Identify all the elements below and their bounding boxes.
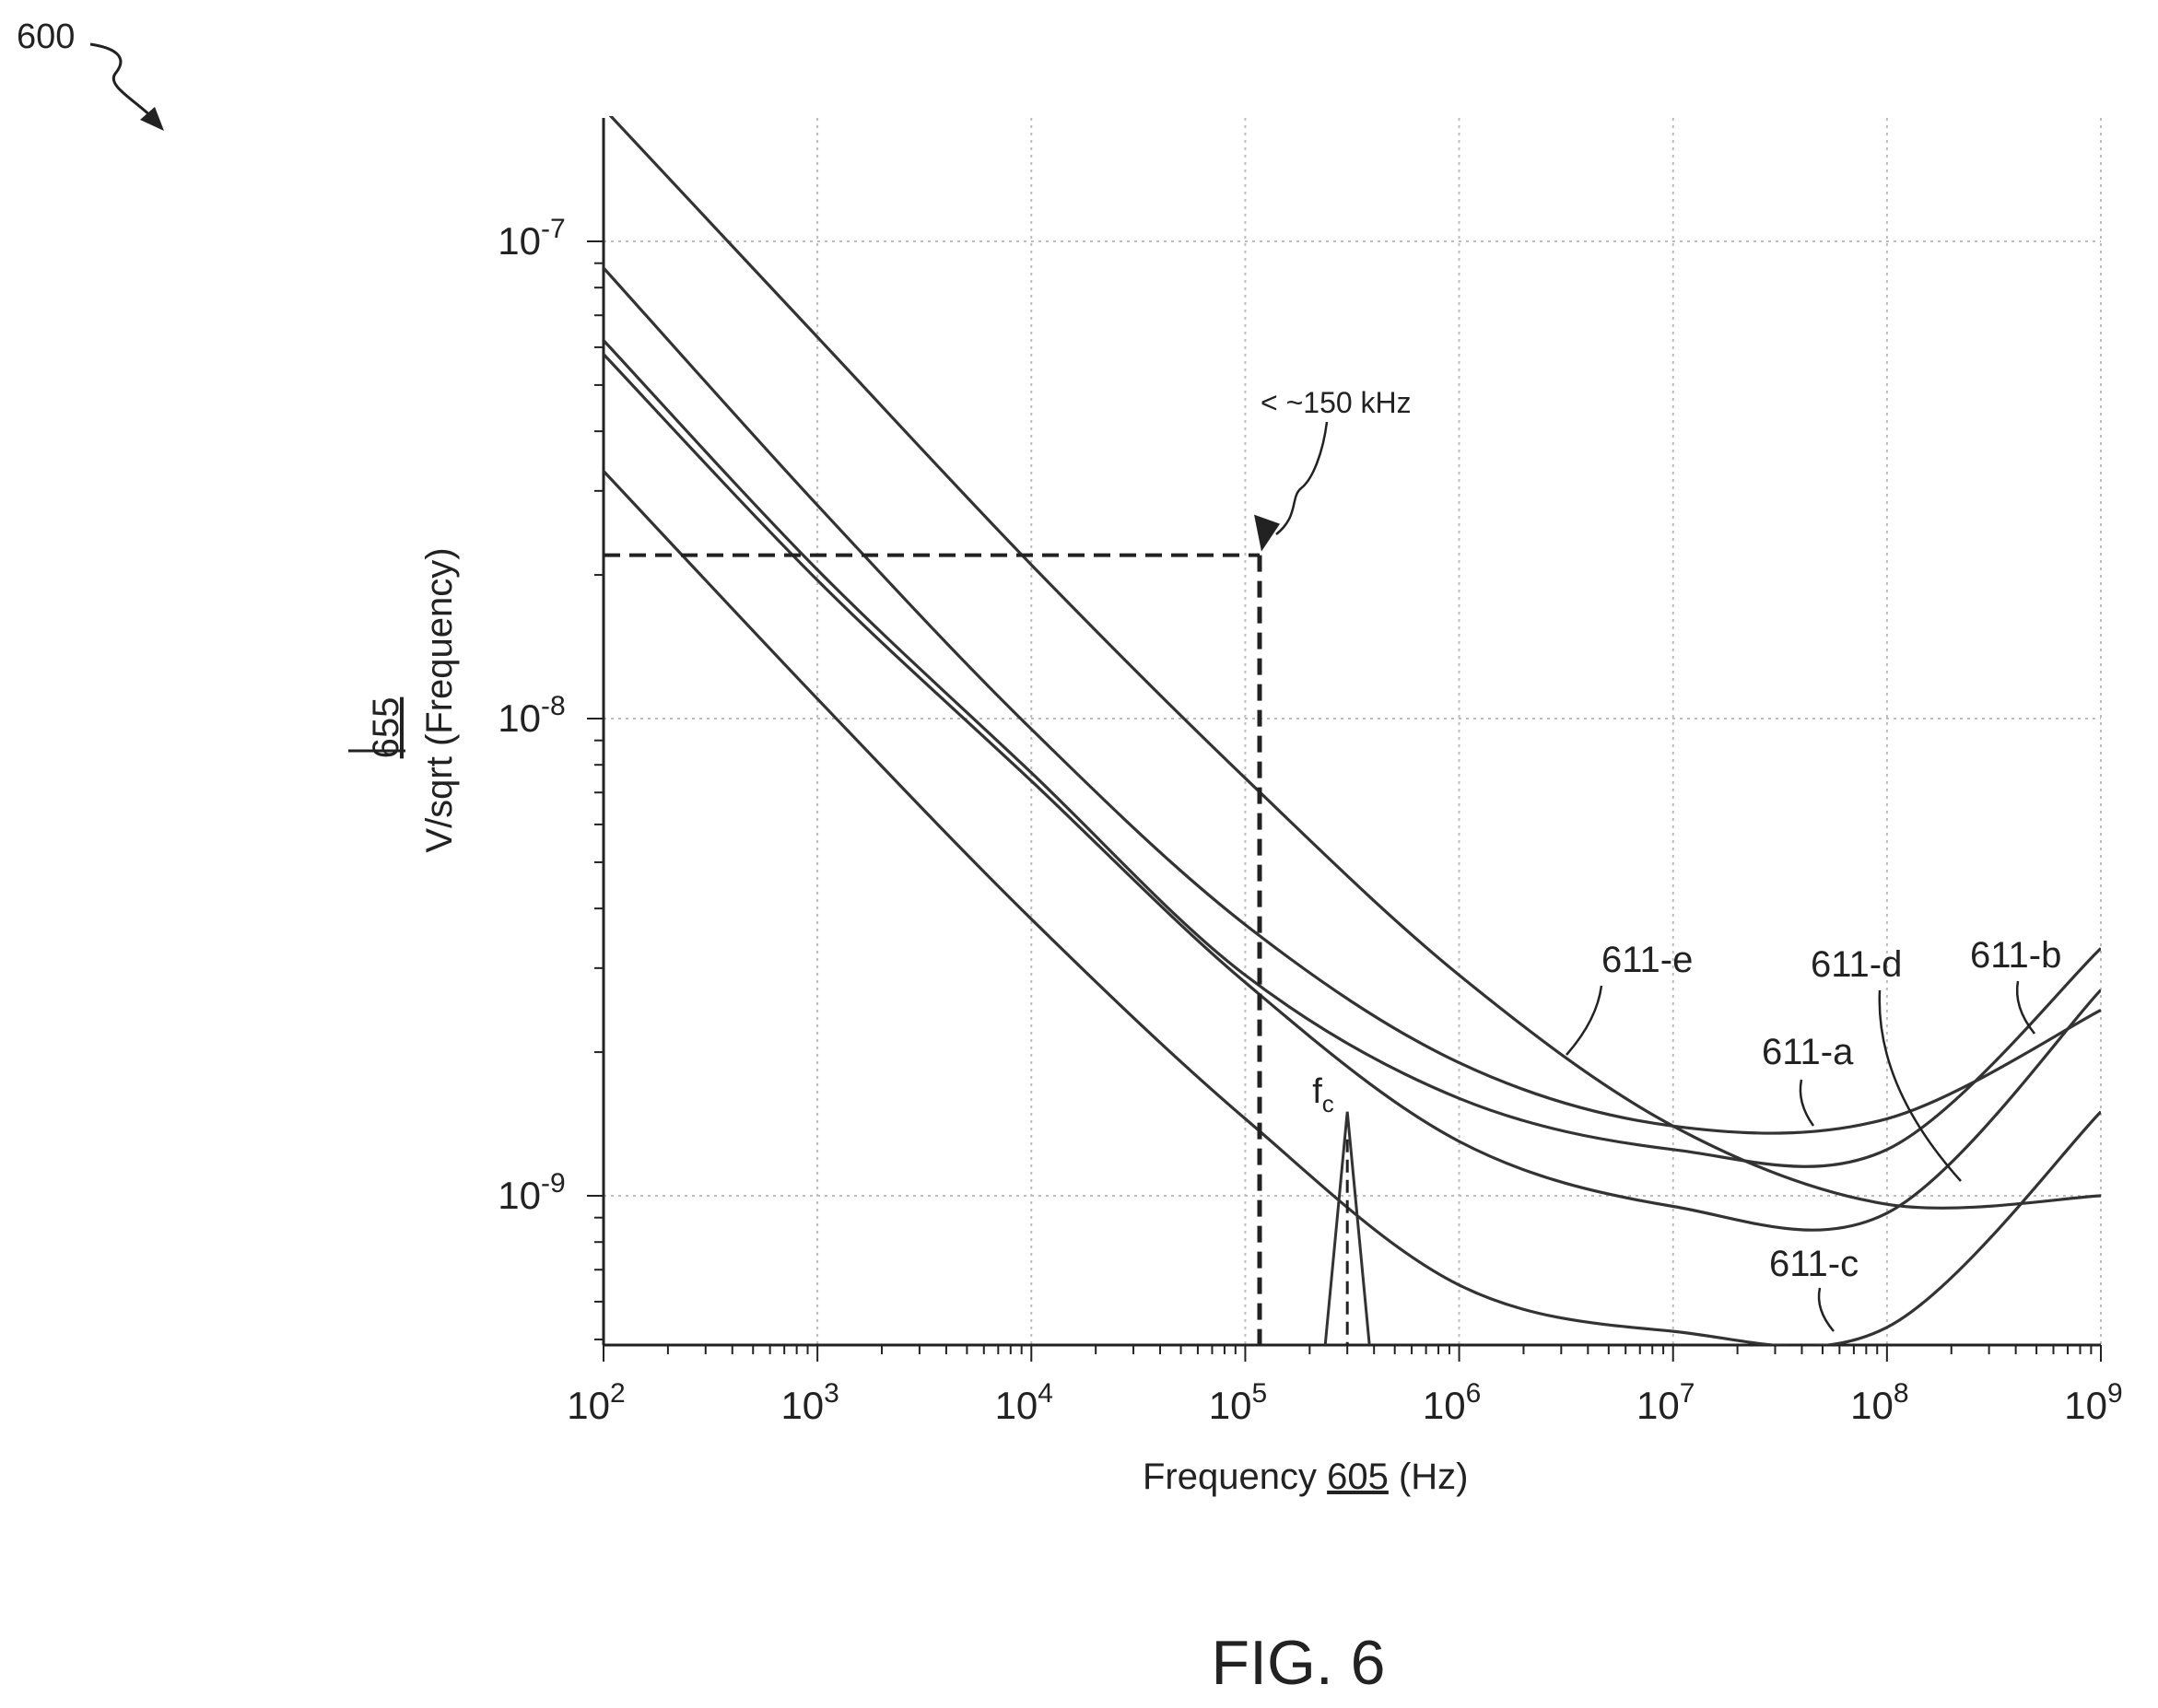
x-tick-label: 106 <box>1423 1378 1481 1427</box>
x-tick-label: 109 <box>2064 1378 2122 1427</box>
series-leader-611-e <box>1566 985 1603 1056</box>
series-leader-611-c <box>1817 1287 1835 1332</box>
cutoff-arrowhead <box>1254 514 1280 552</box>
series-label-611-a: 611-a <box>1762 1032 1854 1072</box>
x-axis-label-post: (Hz) <box>1389 1456 1469 1497</box>
series-leader-611-b <box>2015 980 2035 1035</box>
fc-label: fc <box>1312 1072 1334 1117</box>
x-tick-label: 107 <box>1636 1378 1695 1427</box>
series-line-611-d <box>604 353 2101 1232</box>
cutoff-leader <box>1275 421 1329 535</box>
x-axis-label: Frequency 605 (Hz) <box>1143 1456 1469 1497</box>
annotations: < ~150 kHz fc <box>604 386 1412 1346</box>
y-axis-label-ref: 655 <box>366 697 406 759</box>
series-label-611-e: 611-e <box>1601 940 1693 980</box>
axes <box>602 118 2101 1347</box>
series-line-611-a <box>604 266 2101 1135</box>
series-lines: 611-e 611-a 611-b 611-d 611-c <box>604 116 2101 1345</box>
series-label-611-b: 611-b <box>1970 935 2061 976</box>
x-axis-ticks: 102 103 104 105 106 107 108 109 <box>567 1345 2123 1427</box>
series-line-611-e <box>608 116 2101 1210</box>
y-axis-label-ref-group: 655 <box>366 697 406 759</box>
y-tick-label: 10-8 <box>498 691 565 740</box>
x-axis-label-pre: Frequency <box>1143 1456 1327 1497</box>
series-leader-611-a <box>1799 1079 1815 1127</box>
figure-ref-arrowhead <box>140 107 164 131</box>
figure-ref-arrow <box>89 42 160 125</box>
x-tick-label: 105 <box>1209 1378 1267 1427</box>
y-axis-label-text: V/sqrt (Frequency) <box>419 547 460 852</box>
series-line-611-b <box>604 339 2101 1168</box>
series-line-611-c <box>604 470 2101 1345</box>
fc-peak-triangle <box>1323 1111 1371 1346</box>
x-axis-label-ref: 605 <box>1327 1456 1389 1497</box>
series-label-611-c: 611-c <box>1769 1244 1859 1284</box>
y-axis-label-group: V/sqrt (Frequency) <box>419 547 460 852</box>
cutoff-label: < ~150 kHz <box>1261 386 1412 419</box>
figure-ref-number: 600 <box>17 18 75 56</box>
figure-caption: FIG. 6 <box>1212 1628 1386 1698</box>
y-axis-ticks: 10-7 10-8 10-9 <box>498 214 604 1340</box>
x-tick-label: 108 <box>1850 1378 1908 1427</box>
y-tick-label: 10-9 <box>498 1168 565 1217</box>
x-tick-label: 104 <box>995 1378 1053 1427</box>
y-tick-label: 10-7 <box>498 214 565 263</box>
x-tick-label: 103 <box>780 1378 839 1427</box>
series-label-611-d: 611-d <box>1811 944 1902 985</box>
series-leader-611-d <box>1878 989 1962 1182</box>
x-tick-label: 102 <box>567 1378 625 1427</box>
